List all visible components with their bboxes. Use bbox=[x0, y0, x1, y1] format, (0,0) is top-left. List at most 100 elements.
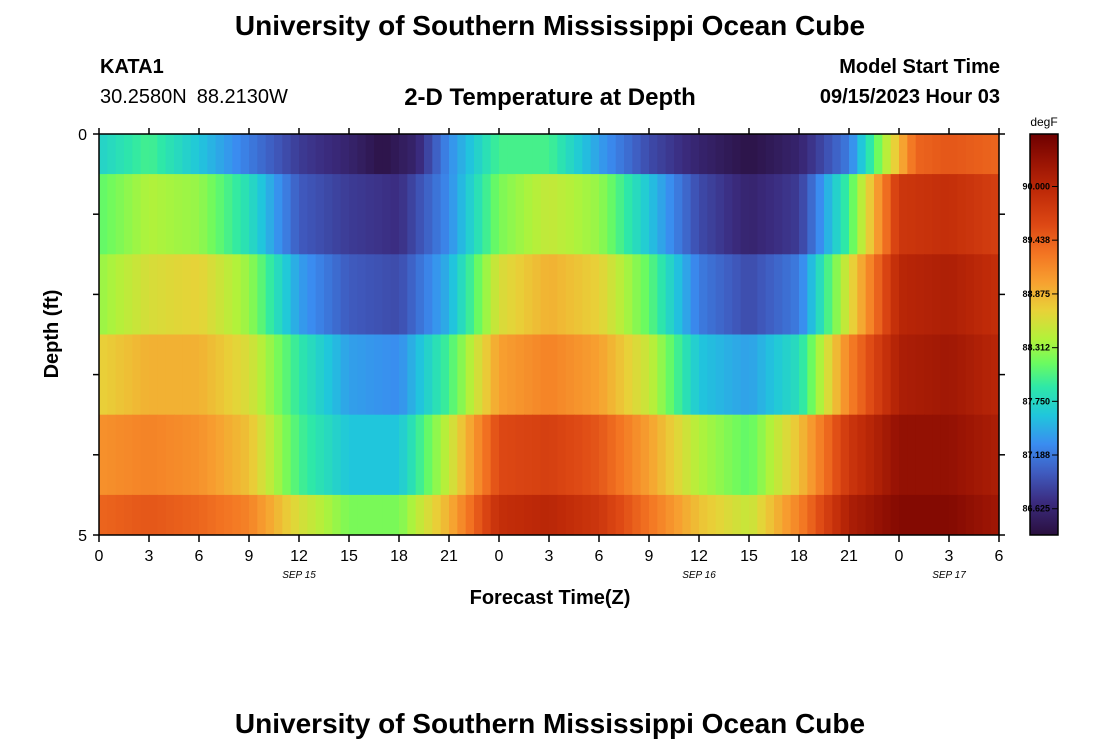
heatmap-cell-layer5 bbox=[382, 494, 392, 536]
heatmap-cell-layer0 bbox=[824, 134, 833, 175]
heatmap-cell-layer0 bbox=[749, 134, 758, 175]
heatmap-cell-layer5 bbox=[765, 494, 775, 536]
heatmap-cell-layer3 bbox=[132, 334, 142, 416]
heatmap-cell-layer4 bbox=[465, 414, 475, 496]
heatmap-cell-layer2 bbox=[257, 254, 267, 335]
heatmap-cell-layer2 bbox=[615, 254, 625, 335]
heatmap-cell-layer2 bbox=[174, 254, 183, 335]
heatmap-cell-layer3 bbox=[240, 334, 250, 416]
heatmap-cell-layer5 bbox=[340, 494, 350, 536]
heatmap-cell-layer4 bbox=[932, 414, 942, 496]
heatmap-cell-layer0 bbox=[624, 134, 633, 175]
x-tick-label: 18 bbox=[790, 548, 808, 565]
heatmap-cell-layer5 bbox=[640, 494, 650, 536]
heatmap-cell-layer0 bbox=[849, 134, 858, 175]
heatmap-cell-layer4 bbox=[865, 414, 875, 496]
heatmap-cell-layer1 bbox=[315, 174, 325, 255]
heatmap-cell-layer4 bbox=[582, 414, 592, 496]
heatmap-cell-layer3 bbox=[740, 334, 750, 416]
heatmap-cell-layer0 bbox=[407, 134, 417, 175]
heatmap-cell-layer2 bbox=[965, 254, 975, 335]
heatmap-cell-layer5 bbox=[915, 494, 925, 536]
heatmap-cell-layer3 bbox=[815, 334, 825, 416]
heatmap-cell-layer3 bbox=[115, 334, 125, 416]
heatmap-cell-layer1 bbox=[374, 174, 383, 255]
heatmap-cell-layer0 bbox=[907, 134, 917, 175]
heatmap-cell-layer2 bbox=[782, 254, 792, 335]
heatmap-cell-layer2 bbox=[674, 254, 683, 335]
heatmap-cell-layer2 bbox=[457, 254, 467, 335]
heatmap-cell-layer5 bbox=[740, 494, 750, 536]
heatmap-cell-layer1 bbox=[124, 174, 133, 255]
heatmap-cell-layer0 bbox=[649, 134, 658, 175]
heatmap-cell-layer1 bbox=[182, 174, 192, 255]
heatmap-cell-layer2 bbox=[357, 254, 367, 335]
heatmap-cell-layer3 bbox=[432, 334, 442, 416]
model-start-label: Model Start Time bbox=[839, 56, 1000, 78]
heatmap-cell-layer3 bbox=[940, 334, 950, 416]
heatmap-cell-layer2 bbox=[740, 254, 750, 335]
heatmap-cell-layer4 bbox=[357, 414, 367, 496]
heatmap-cell-layer3 bbox=[307, 334, 317, 416]
heatmap-cell-layer5 bbox=[815, 494, 825, 536]
heatmap-cell-layer1 bbox=[690, 174, 700, 255]
heatmap-cell-layer4 bbox=[957, 414, 967, 496]
heatmap-cell-layer1 bbox=[807, 174, 817, 255]
heatmap-cell-layer1 bbox=[624, 174, 633, 255]
heatmap-cell-layer2 bbox=[874, 254, 883, 335]
station-latitude: 30.2580N bbox=[100, 86, 187, 108]
heatmap-cell-layer2 bbox=[240, 254, 250, 335]
heatmap-cell-layer1 bbox=[674, 174, 683, 255]
heatmap-cell-layer2 bbox=[349, 254, 358, 335]
heatmap-cell-layer1 bbox=[899, 174, 908, 255]
heatmap-cell-layer3 bbox=[440, 334, 450, 416]
heatmap-cell-layer3 bbox=[424, 334, 433, 416]
y-tick-label: 5 bbox=[78, 528, 87, 545]
heatmap-cell-layer5 bbox=[424, 494, 433, 536]
x-tick-label: 15 bbox=[740, 548, 758, 565]
heatmap-cell-layer0 bbox=[149, 134, 158, 175]
heatmap-cell-layer2 bbox=[940, 254, 950, 335]
page-title: University of Southern Mississippi Ocean… bbox=[234, 10, 866, 41]
heatmap-cell-layer0 bbox=[840, 134, 850, 175]
heatmap-cell-layer2 bbox=[849, 254, 858, 335]
heatmap-cell-layer5 bbox=[349, 494, 358, 536]
heatmap-cell-layer5 bbox=[924, 494, 933, 536]
heatmap-cell-layer0 bbox=[940, 134, 950, 175]
heatmap-cell-layer5 bbox=[682, 494, 692, 536]
heatmap-cell-layer2 bbox=[832, 254, 842, 335]
heatmap-cell-layer0 bbox=[882, 134, 892, 175]
heatmap-cell-layer1 bbox=[107, 174, 117, 255]
heatmap-cell-layer0 bbox=[240, 134, 250, 175]
heatmap-cell-layer1 bbox=[149, 174, 158, 255]
heatmap-cell-layer3 bbox=[557, 334, 567, 416]
heatmap-cell-layer0 bbox=[615, 134, 625, 175]
heatmap-cell-layer3 bbox=[390, 334, 400, 416]
heatmap-cell-layer4 bbox=[107, 414, 117, 496]
heatmap-cell-layer1 bbox=[832, 174, 842, 255]
colorbar-label: 88.312 bbox=[1022, 343, 1050, 353]
heatmap-cell-layer3 bbox=[532, 334, 542, 416]
chart-subtitle: 2-D Temperature at Depth bbox=[404, 84, 696, 111]
heatmap-cell-layer1 bbox=[924, 174, 933, 255]
heatmap-cell-layer2 bbox=[182, 254, 192, 335]
heatmap-cell-layer0 bbox=[874, 134, 883, 175]
x-tick-label: 0 bbox=[95, 548, 104, 565]
heatmap-cell-layer0 bbox=[957, 134, 967, 175]
heatmap-cell-layer5 bbox=[940, 494, 950, 536]
heatmap-cell-layer5 bbox=[207, 494, 217, 536]
heatmap-cell-layer2 bbox=[265, 254, 275, 335]
heatmap-cell-layer2 bbox=[624, 254, 633, 335]
heatmap-cell-layer2 bbox=[132, 254, 142, 335]
heatmap-cell-layer3 bbox=[640, 334, 650, 416]
heatmap-cell-layer4 bbox=[432, 414, 442, 496]
heatmap-cell-layer2 bbox=[640, 254, 650, 335]
heatmap-cell-layer5 bbox=[774, 494, 783, 536]
heatmap-cell-layer1 bbox=[865, 174, 875, 255]
heatmap-cell-layer4 bbox=[415, 414, 425, 496]
heatmap-cell-layer2 bbox=[699, 254, 708, 335]
heatmap-cell-layer2 bbox=[474, 254, 483, 335]
colorbar-label: 90.000 bbox=[1022, 182, 1050, 192]
heatmap-cell-layer5 bbox=[874, 494, 883, 536]
x-tick-label: 6 bbox=[595, 548, 604, 565]
